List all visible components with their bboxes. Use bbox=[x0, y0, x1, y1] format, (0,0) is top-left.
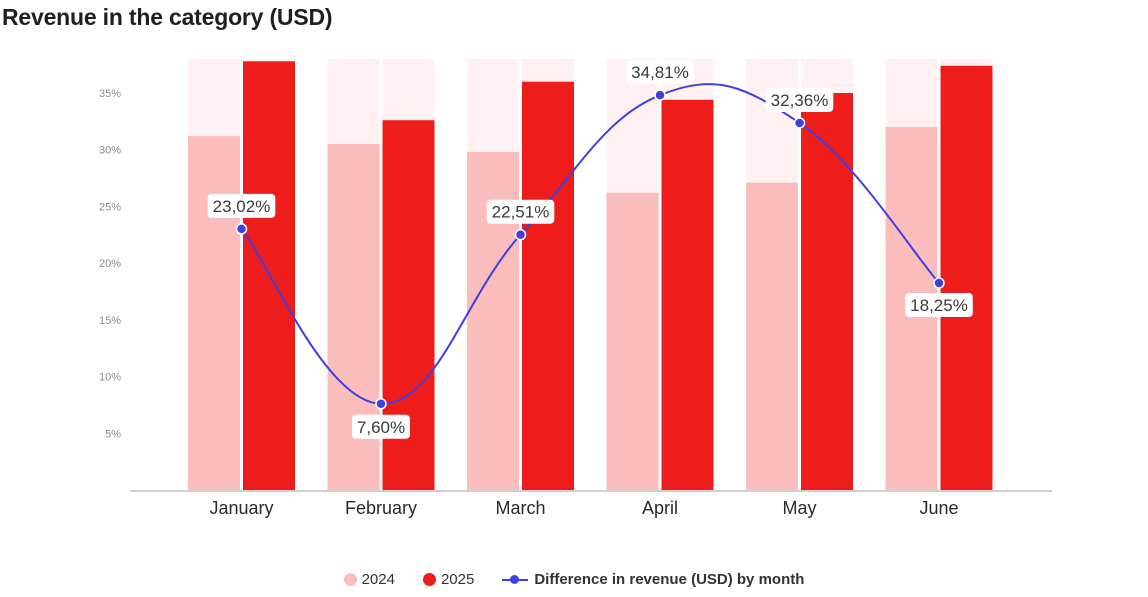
chart-title: Revenue in the category (USD) bbox=[2, 4, 333, 30]
y-tick-label: 35% bbox=[99, 88, 121, 100]
x-tick-label: January bbox=[209, 498, 273, 518]
line-layer bbox=[235, 83, 945, 410]
bar-2024[interactable] bbox=[188, 136, 240, 490]
x-tick-label: May bbox=[782, 498, 816, 518]
difference-point[interactable] bbox=[375, 398, 387, 410]
data-label-box bbox=[207, 193, 276, 218]
bar-2024[interactable] bbox=[606, 192, 659, 490]
y-tick-label: 30% bbox=[99, 145, 121, 157]
bar-2025[interactable] bbox=[522, 81, 574, 491]
legend-swatch-2024 bbox=[343, 573, 357, 586]
x-tick-label: April bbox=[642, 498, 678, 518]
legend-label-difference: Difference in revenue (USD) by month bbox=[534, 571, 805, 588]
legend-item-2024[interactable]: 2024 bbox=[343, 571, 395, 588]
difference-point[interactable] bbox=[235, 223, 248, 235]
legend: 2024 2025 Difference in revenue (USD) by… bbox=[0, 571, 1148, 588]
data-label: 23,02% bbox=[213, 197, 271, 216]
bar-2025[interactable] bbox=[661, 99, 714, 491]
legend-label-2025: 2025 bbox=[440, 571, 475, 588]
data-label: 32,36% bbox=[771, 91, 829, 110]
x-tick-label: February bbox=[345, 498, 417, 518]
chart-canvas: 5% 10% 15% 20% 25% 30% 35% January February March… bbox=[99, 59, 1052, 518]
legend-item-difference[interactable]: Difference in revenue (USD) by month bbox=[502, 571, 804, 588]
data-label: 18,25% bbox=[910, 296, 968, 315]
data-label-box bbox=[765, 87, 834, 112]
axis-layer: 5% 10% 15% 20% 25% 30% 35% January February March… bbox=[99, 88, 1052, 518]
data-label: 7,60% bbox=[357, 418, 405, 437]
data-label-box bbox=[352, 414, 410, 439]
y-tick-label: 25% bbox=[99, 201, 121, 213]
bar-2025[interactable] bbox=[940, 65, 993, 490]
difference-point[interactable] bbox=[514, 228, 527, 241]
bar-layer bbox=[188, 61, 993, 491]
bar-2024[interactable] bbox=[746, 182, 798, 490]
difference-point[interactable] bbox=[933, 277, 945, 289]
y-tick-label: 5% bbox=[105, 428, 121, 440]
legend-swatch-2025 bbox=[422, 573, 436, 586]
bar-2025[interactable] bbox=[801, 93, 853, 491]
difference-point[interactable] bbox=[793, 117, 806, 129]
data-label: 22,51% bbox=[492, 203, 550, 222]
legend-swatch-line bbox=[502, 573, 529, 586]
legend-label-2024: 2024 bbox=[361, 571, 395, 588]
x-tick-label: March bbox=[495, 498, 545, 518]
bar-background-layer bbox=[188, 59, 993, 490]
legend-item-2025[interactable]: 2025 bbox=[422, 571, 475, 588]
y-tick-label: 15% bbox=[99, 315, 121, 327]
data-label-layer: 23,02% 7,60% 22,51% 34,81% 32,36% 18,25% bbox=[207, 60, 973, 439]
x-tick-label: June bbox=[919, 498, 958, 518]
data-label: 34,81% bbox=[631, 63, 689, 82]
y-tick-label: 10% bbox=[99, 372, 121, 384]
data-label-box bbox=[905, 293, 973, 318]
y-tick-label: 20% bbox=[99, 258, 121, 270]
data-label-box bbox=[626, 60, 694, 85]
difference-line[interactable] bbox=[240, 83, 940, 405]
difference-point[interactable] bbox=[654, 89, 666, 101]
data-label-box bbox=[486, 199, 555, 224]
